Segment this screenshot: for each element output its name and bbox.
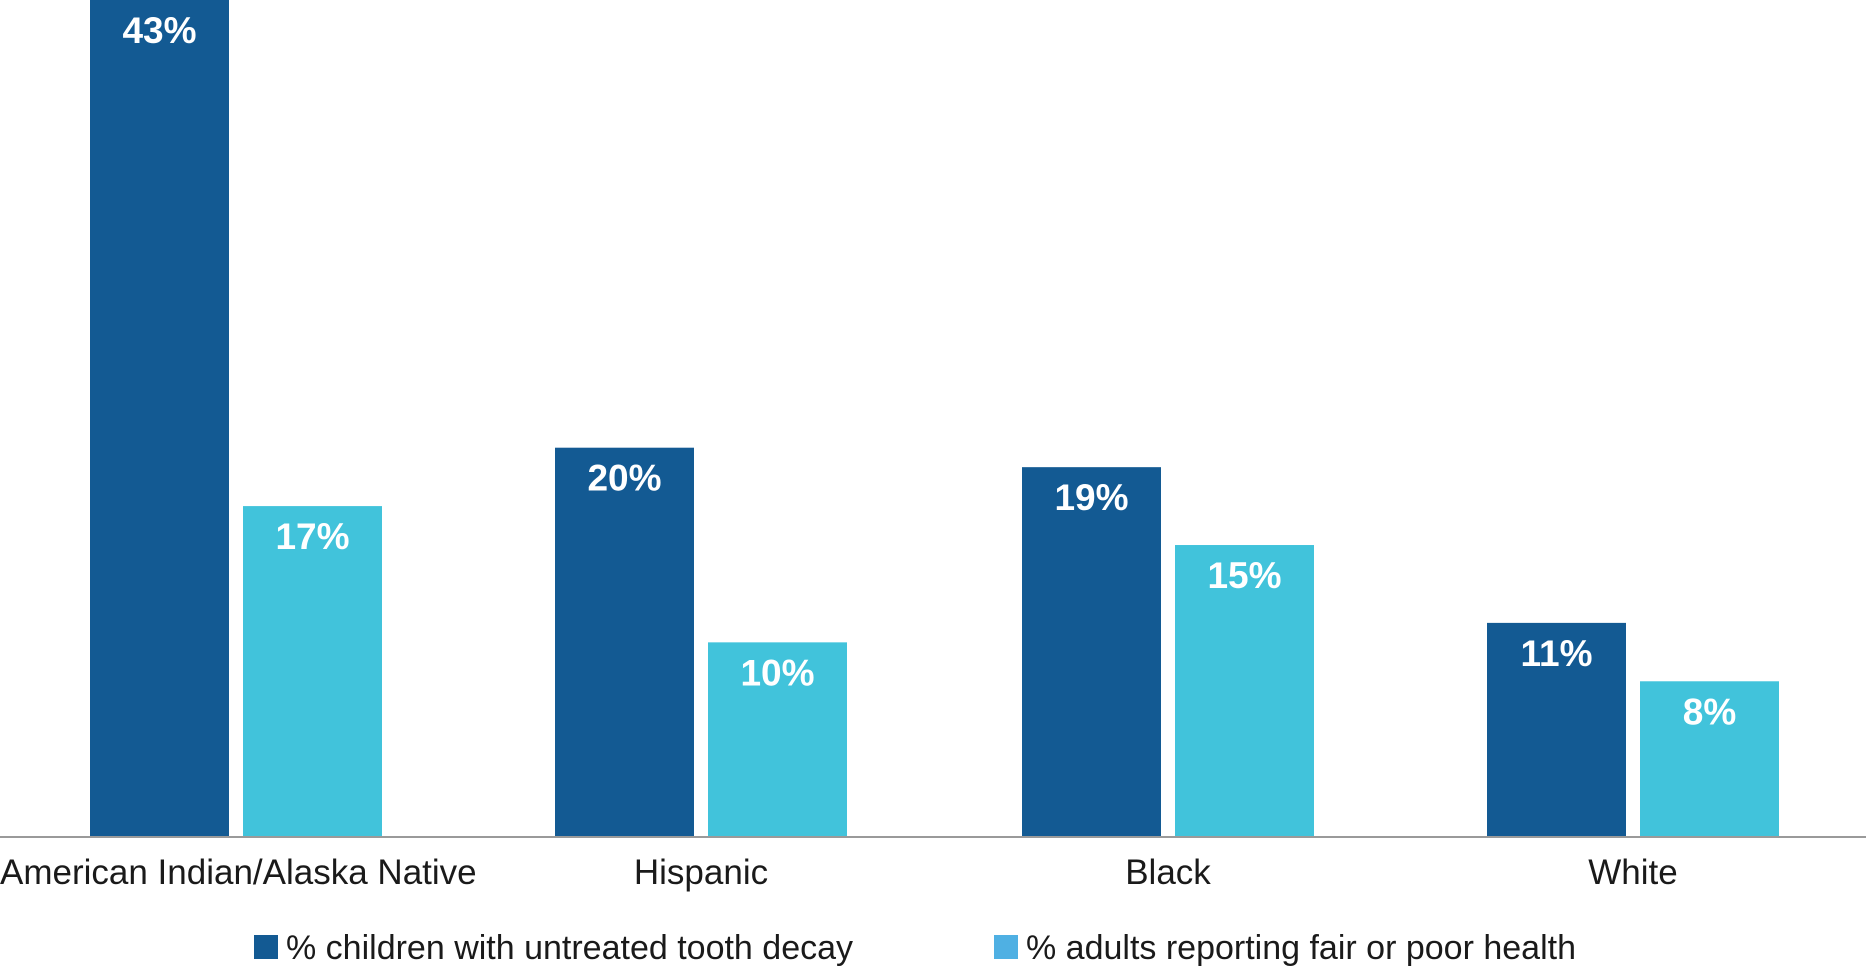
legend-label-adults: % adults reporting fair or poor health: [1026, 929, 1576, 966]
bar-value-label: 43%: [122, 10, 196, 51]
bars-layer: 43% 17% 20% 10% 19% 15% 11% 8%: [90, 0, 1779, 837]
legend-swatch-adults: [994, 935, 1018, 959]
bar-adults-0: [243, 506, 382, 837]
category-labels: American Indian/Alaska Native Hispanic Bla…: [0, 853, 1678, 892]
category-label: American Indian/Alaska Native: [0, 853, 477, 892]
category-label: Black: [1125, 853, 1211, 892]
bar-children-3: [1487, 622, 1626, 837]
bar-value-label: 17%: [275, 516, 349, 557]
bar-adults-3: [1640, 681, 1779, 837]
category-label: White: [1588, 853, 1677, 892]
bar-value-label: 15%: [1207, 555, 1281, 596]
bar-value-label: 8%: [1683, 691, 1736, 732]
bar-children-0: [90, 0, 229, 837]
bar-value-label: 11%: [1520, 633, 1592, 674]
category-label: Hispanic: [634, 853, 768, 892]
bar-children-2: [1022, 467, 1161, 837]
legend-swatch-children: [254, 935, 278, 959]
bar-adults-1: [708, 642, 847, 837]
bar-value-label: 19%: [1054, 477, 1128, 518]
bar-children-1: [555, 447, 694, 837]
bar-value-label: 20%: [587, 458, 661, 499]
bar-value-label: 10%: [740, 652, 814, 693]
legend-label-children: % children with untreated tooth decay: [286, 929, 853, 966]
legend: % children with untreated tooth decay % a…: [254, 929, 1576, 966]
bar-adults-2: [1175, 545, 1314, 837]
